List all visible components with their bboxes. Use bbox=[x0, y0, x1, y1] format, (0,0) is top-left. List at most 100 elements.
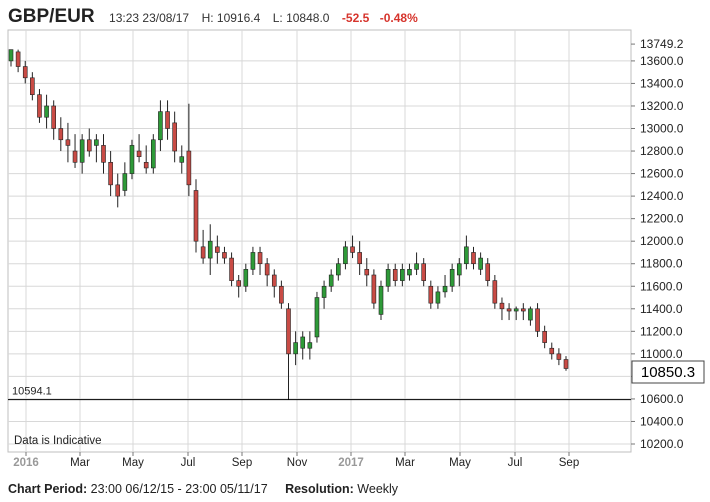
candle bbox=[521, 303, 526, 321]
candle-body bbox=[179, 156, 185, 163]
candle-body bbox=[101, 145, 106, 163]
candle-body bbox=[158, 111, 163, 141]
x-tick-label: Jul bbox=[508, 457, 523, 469]
candle bbox=[364, 258, 370, 287]
candle bbox=[343, 241, 348, 270]
candle bbox=[336, 258, 341, 281]
high-value: H: 10916.4 bbox=[201, 11, 261, 25]
candle bbox=[65, 122, 71, 163]
candle-body bbox=[15, 51, 21, 67]
candle bbox=[101, 134, 106, 174]
candle bbox=[435, 286, 441, 309]
candle-body bbox=[22, 66, 28, 79]
candle bbox=[44, 94, 49, 129]
y-tick-label: 13600.0 bbox=[640, 54, 684, 68]
candle-body bbox=[165, 111, 170, 129]
candle-body bbox=[257, 252, 263, 265]
candle bbox=[478, 252, 483, 275]
candle-body bbox=[307, 342, 313, 349]
candle bbox=[22, 60, 28, 84]
candle-body bbox=[86, 139, 92, 152]
candle bbox=[528, 306, 533, 326]
candle-body bbox=[542, 331, 547, 343]
candle bbox=[499, 297, 505, 321]
candle-body bbox=[492, 280, 498, 304]
candle bbox=[250, 246, 256, 275]
candle-body bbox=[449, 269, 455, 287]
candle-body bbox=[58, 128, 64, 141]
candle-body bbox=[563, 359, 569, 369]
candle-body bbox=[407, 269, 412, 276]
candle bbox=[72, 134, 78, 168]
candle-body bbox=[371, 274, 377, 304]
candle bbox=[464, 235, 469, 270]
candle-body bbox=[471, 252, 476, 265]
candle-body bbox=[350, 246, 355, 253]
candle bbox=[207, 224, 213, 275]
candle bbox=[421, 258, 426, 287]
candle bbox=[136, 134, 142, 163]
x-tick-label: Sep bbox=[559, 457, 579, 469]
candle bbox=[328, 269, 334, 292]
x-tick-label: 2017 bbox=[338, 457, 364, 469]
candle bbox=[542, 325, 547, 349]
candle bbox=[58, 117, 64, 152]
indicative-notice: Data is Indicative bbox=[14, 435, 102, 447]
candle-body bbox=[193, 190, 199, 242]
candle bbox=[129, 139, 135, 180]
candle-body bbox=[456, 263, 462, 276]
candle-body bbox=[94, 139, 99, 146]
current-price-box bbox=[631, 360, 705, 384]
y-tick-label: 13200.0 bbox=[640, 99, 684, 113]
candle-body bbox=[464, 246, 469, 265]
candle bbox=[94, 134, 99, 163]
candle bbox=[449, 263, 455, 292]
candle-body bbox=[222, 252, 227, 259]
candle bbox=[492, 274, 498, 309]
candle-body bbox=[485, 263, 491, 281]
y-tick-label: 11200.0 bbox=[640, 324, 683, 338]
candle bbox=[236, 274, 241, 298]
x-tick-label: Mar bbox=[70, 457, 90, 469]
y-tick-label: 12200.0 bbox=[640, 212, 684, 226]
candle-body bbox=[300, 336, 306, 349]
candle bbox=[414, 252, 419, 275]
candle bbox=[51, 100, 56, 140]
candle-body bbox=[243, 269, 249, 287]
candle-body bbox=[556, 353, 562, 360]
candle bbox=[151, 134, 156, 174]
candle-body bbox=[250, 252, 256, 270]
y-tick-label: 11600.0 bbox=[640, 279, 683, 293]
candle bbox=[471, 246, 476, 270]
candle bbox=[407, 263, 412, 281]
period-value: 23:00 06/12/15 - 23:00 05/11/17 bbox=[90, 482, 268, 496]
candle-body bbox=[435, 291, 441, 304]
candle bbox=[271, 269, 277, 298]
candle bbox=[222, 246, 227, 264]
candle-body bbox=[79, 139, 85, 163]
candle bbox=[179, 145, 185, 174]
candle-body bbox=[385, 269, 391, 287]
candle bbox=[243, 263, 249, 292]
candle-body bbox=[378, 285, 384, 315]
candle-body bbox=[37, 94, 42, 118]
candle bbox=[442, 274, 448, 298]
candle bbox=[350, 235, 355, 259]
period-label: Chart Period: bbox=[8, 482, 88, 496]
candle bbox=[8, 49, 14, 67]
quote-header: GBP/EUR 13:23 23/08/17 H: 10916.4 L: 108… bbox=[8, 6, 424, 28]
y-tick-label: 13400.0 bbox=[640, 76, 684, 90]
candle bbox=[165, 100, 170, 140]
candle bbox=[307, 331, 313, 360]
y-tick-label: 12800.0 bbox=[640, 144, 684, 158]
candle-body bbox=[143, 162, 149, 169]
x-tick-label: Nov bbox=[287, 457, 308, 469]
candle bbox=[186, 103, 192, 197]
x-tick-label: May bbox=[449, 457, 471, 469]
candle-body bbox=[293, 342, 298, 355]
candle-body bbox=[72, 150, 78, 163]
y-tick-label: 13000.0 bbox=[640, 122, 684, 136]
resolution-value: Weekly bbox=[357, 482, 399, 496]
candle-body bbox=[521, 308, 526, 312]
